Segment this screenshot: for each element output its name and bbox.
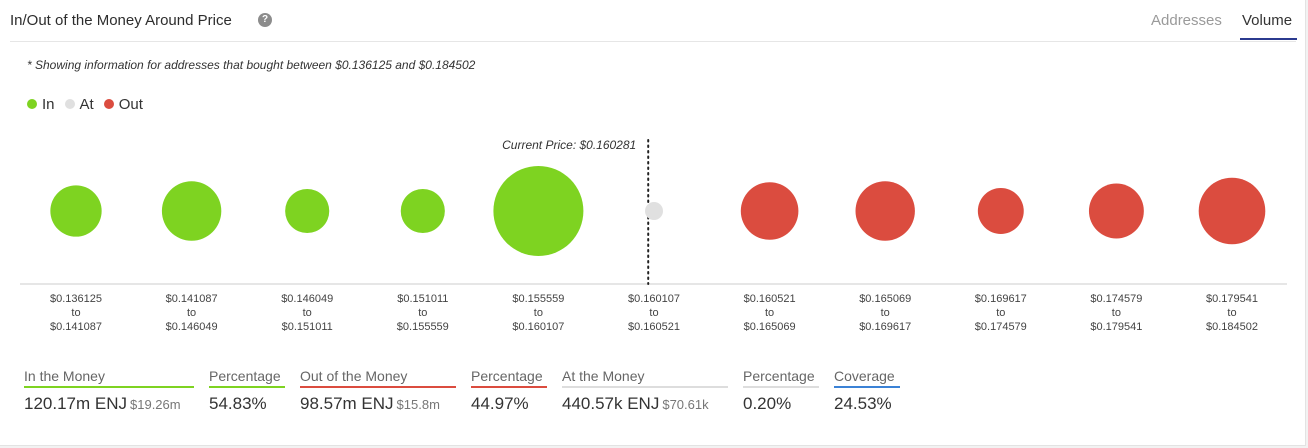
tick-label-from: $0.160521 xyxy=(744,293,796,305)
bubble-out xyxy=(855,181,915,241)
legend-dot-out xyxy=(103,99,114,109)
active-tab-indicator xyxy=(1240,38,1297,40)
bubble-in xyxy=(400,188,445,234)
tick-label-to: $0.141087 xyxy=(50,321,102,333)
tick-label-from: $0.141087 xyxy=(166,293,218,305)
stat-value-coverage: 24.53% xyxy=(834,394,892,413)
bubble-in xyxy=(161,181,222,241)
stat-label-at-pct: Percentage xyxy=(743,368,819,388)
tick-label-to: $0.184502 xyxy=(1206,321,1258,333)
tick-label-to: $0.169617 xyxy=(859,321,911,333)
stat-value-out-pct: 44.97% xyxy=(471,394,529,413)
tick-label-from: $0.160107 xyxy=(628,293,680,305)
tick-label-to-word: to xyxy=(649,307,658,319)
in-money-volume: 120.17m ENJ xyxy=(24,394,127,413)
stat-label-out-money: Out of the Money xyxy=(300,368,456,388)
tick-label-to: $0.160521 xyxy=(628,321,680,333)
out-money-usd: $15.8m xyxy=(396,397,440,412)
bubble-in xyxy=(50,185,102,237)
stat-out-of-the-money: Out of the Money 98.57m ENJ $15.8m xyxy=(300,368,456,414)
legend-item-in[interactable]: In xyxy=(27,96,55,113)
tick-label-from: $0.146049 xyxy=(281,293,333,305)
stat-out-percentage: Percentage 44.97% xyxy=(471,368,547,414)
legend-item-at[interactable]: At xyxy=(64,95,94,113)
tick-label-to: $0.160107 xyxy=(512,321,564,333)
current-price-label: Current Price: $0.160281 xyxy=(502,138,636,152)
tick-label-to-word: to xyxy=(71,307,80,319)
stat-label-at-money: At the Money xyxy=(562,368,728,388)
stat-value-at-money: 440.57k ENJ $70.61k xyxy=(562,394,728,414)
legend-label-at: At xyxy=(79,95,94,113)
stat-value-in-money: 120.17m ENJ $19.26m xyxy=(24,394,194,414)
tick-label-to: $0.179541 xyxy=(1090,321,1142,333)
bubble-in xyxy=(285,188,330,234)
tick-label-to-word: to xyxy=(303,307,312,319)
stat-at-the-money: At the Money 440.57k ENJ $70.61k xyxy=(562,368,728,414)
summary-stats: In the Money 120.17m ENJ $19.26m Percenta… xyxy=(0,368,1306,428)
tick-label-to-word: to xyxy=(1112,307,1121,319)
tick-label-to-word: to xyxy=(1227,307,1236,319)
stat-label-coverage: Coverage xyxy=(834,368,900,388)
tick-label-from: $0.136125 xyxy=(50,293,102,305)
legend-label-out: Out xyxy=(118,95,143,113)
bubble-at xyxy=(645,202,663,220)
legend-label-in: In xyxy=(42,95,55,113)
bubble-in xyxy=(493,166,584,256)
stat-in-the-money: In the Money 120.17m ENJ $19.26m xyxy=(24,368,194,414)
bubble-out xyxy=(977,188,1024,234)
legend-dot-at xyxy=(64,99,75,109)
stat-coverage: Coverage 24.53% xyxy=(834,368,900,414)
stat-in-percentage: Percentage 54.83% xyxy=(209,368,285,414)
stat-label-in-pct: Percentage xyxy=(209,368,285,388)
stat-label-out-pct: Percentage xyxy=(471,368,547,388)
stat-value-out-money: 98.57m ENJ $15.8m xyxy=(300,394,456,414)
question-circle-icon[interactable]: ? xyxy=(258,13,272,27)
tick-label-from: $0.151011 xyxy=(397,293,448,305)
tick-label-to: $0.151011 xyxy=(282,321,333,333)
tick-label-from: $0.169617 xyxy=(975,293,1027,305)
tick-label-to: $0.155559 xyxy=(397,321,449,333)
tick-label-to-word: to xyxy=(765,307,774,319)
tab-volume[interactable]: Volume xyxy=(1242,12,1293,29)
tick-label-to: $0.174579 xyxy=(975,321,1027,333)
range-note: * Showing information for addresses that… xyxy=(27,58,476,72)
tick-label-from: $0.155559 xyxy=(512,293,564,305)
tab-addresses[interactable]: Addresses xyxy=(1151,12,1222,29)
card-header: In/Out of the Money Around Price ? Addre… xyxy=(0,0,1306,42)
out-money-volume: 98.57m ENJ xyxy=(300,394,394,413)
tick-label-from: $0.179541 xyxy=(1206,293,1258,305)
tick-label-to-word: to xyxy=(996,307,1005,319)
tick-label-to-word: to xyxy=(881,307,890,319)
card-title: In/Out of the Money Around Price xyxy=(10,12,232,29)
bubble-out xyxy=(1088,183,1144,239)
at-money-volume: 440.57k ENJ xyxy=(562,394,660,413)
bubble-out xyxy=(740,182,799,240)
stat-value-at-pct: 0.20% xyxy=(743,394,792,413)
legend-dot-in xyxy=(27,99,37,109)
tick-label-to-word: to xyxy=(534,307,543,319)
tick-label-from: $0.174579 xyxy=(1090,293,1142,305)
bubble-chart: Current Price: $0.160281 $0.136125 to $0.14… xyxy=(20,138,1287,333)
chart-legend: In At Out xyxy=(27,95,153,113)
stat-at-percentage: Percentage 0.20% xyxy=(743,368,819,414)
legend-item-out[interactable]: Out xyxy=(103,95,143,113)
tick-label-to: $0.146049 xyxy=(166,321,218,333)
tick-label-to: $0.165069 xyxy=(744,321,796,333)
tick-label-from: $0.165069 xyxy=(859,293,911,305)
stat-label-in-money: In the Money xyxy=(24,368,194,388)
tick-label-to-word: to xyxy=(418,307,427,319)
header-divider xyxy=(10,41,1296,42)
stat-value-in-pct: 54.83% xyxy=(209,394,267,413)
tick-label-to-word: to xyxy=(187,307,196,319)
in-money-usd: $19.26m xyxy=(130,397,181,412)
at-money-usd: $70.61k xyxy=(662,397,709,412)
bubble-out xyxy=(1198,177,1266,245)
